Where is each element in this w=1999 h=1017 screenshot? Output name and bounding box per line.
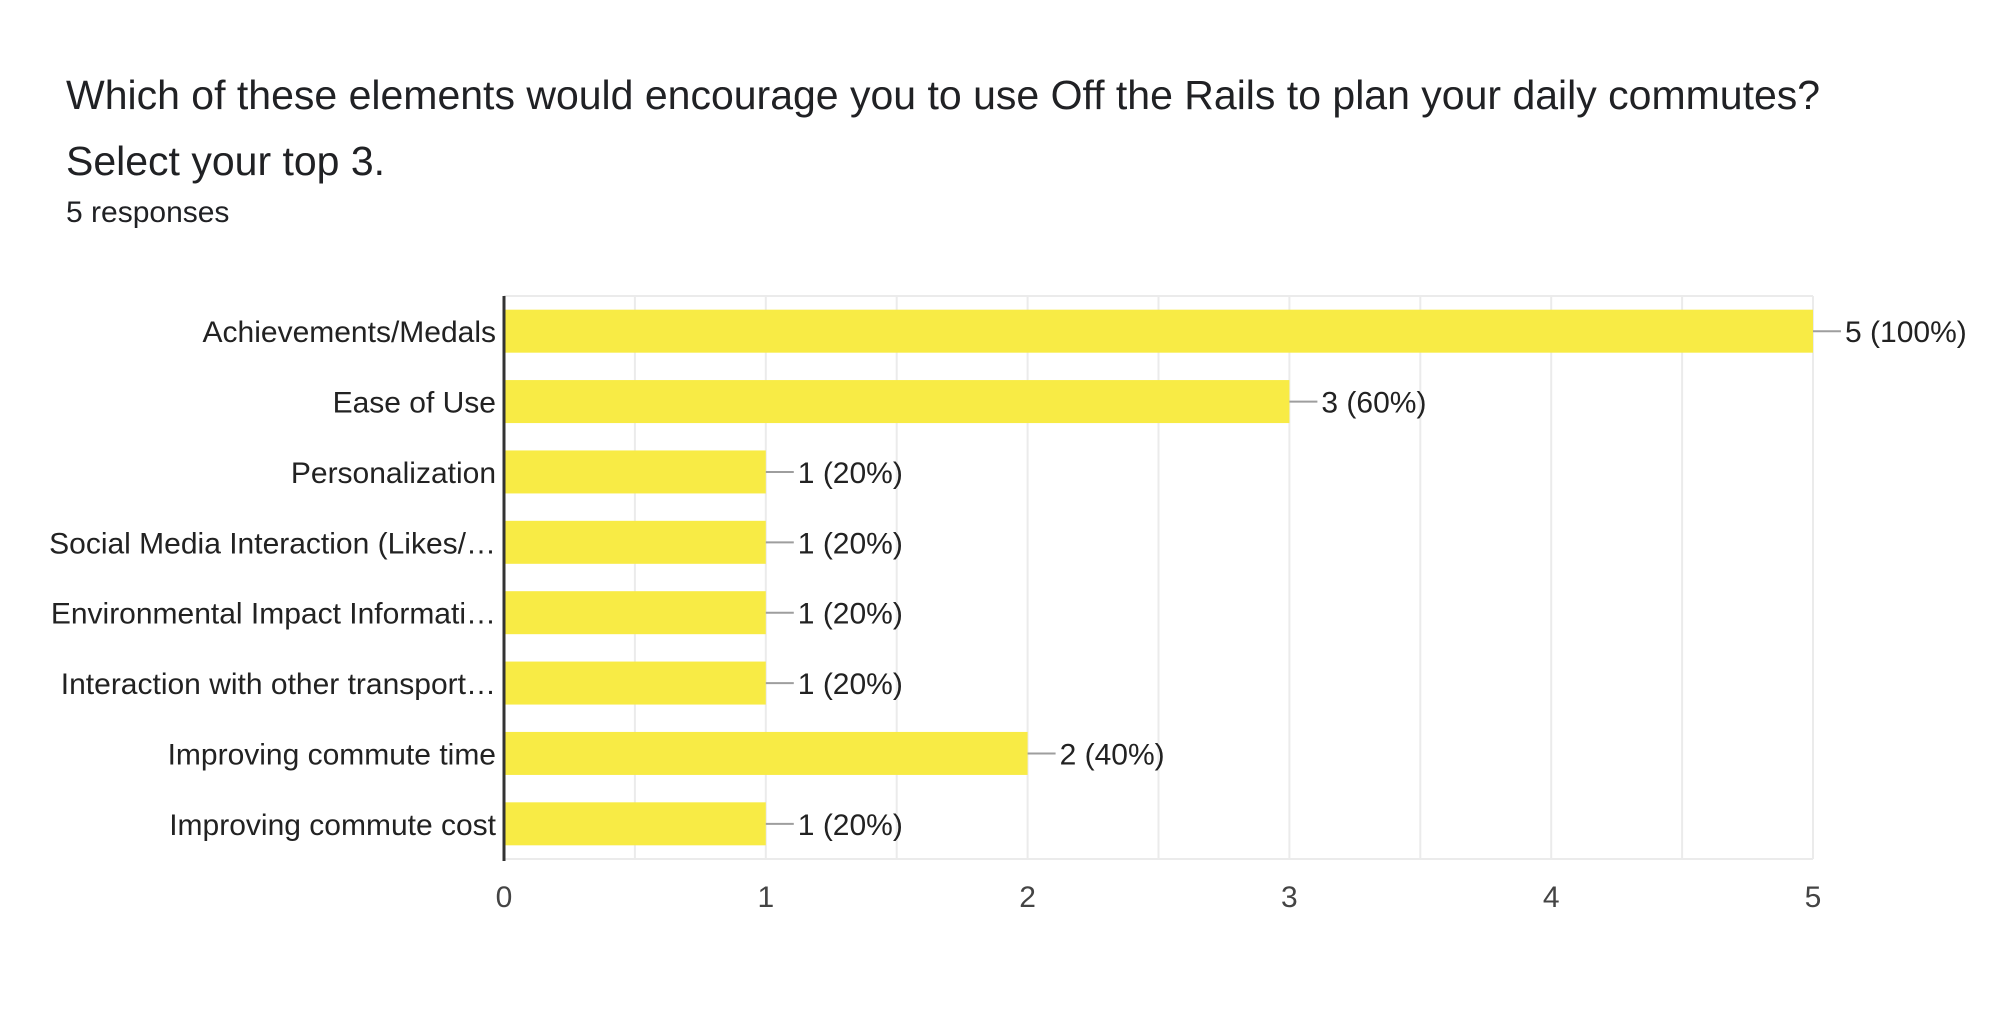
value-label: 1 (20%) [798,809,903,842]
category-label: Improving commute cost [169,809,496,842]
x-tick-label: 3 [1281,881,1298,914]
category-label: Achievements/Medals [203,316,496,349]
bar [504,802,766,846]
category-label: Environmental Impact Informati… [51,598,496,631]
category-label: Interaction with other transport… [61,668,496,701]
bar [504,591,766,635]
x-tick-label: 2 [1019,881,1036,914]
value-label: 3 (60%) [1321,387,1426,420]
value-label: 1 (20%) [798,457,903,490]
label-layer: Achievements/Medals 5 (100%) Ease of Use 3 … [49,316,1967,842]
x-tick-label: 0 [496,881,513,914]
category-label: Personalization [291,457,496,490]
x-tick-label: 5 [1805,881,1822,914]
bar [504,731,1028,775]
axis-layer: 0 1 2 3 4 5 [496,296,1822,914]
value-label: 1 (20%) [798,598,903,631]
value-label: 2 (40%) [1060,738,1165,771]
category-label: Ease of Use [333,387,496,420]
x-tick-label: 1 [757,881,774,914]
bar-layer [504,309,1813,846]
value-label: 1 (20%) [798,527,903,560]
bar [504,661,766,705]
question-line-2: Select your top 3. [66,138,386,184]
category-label: Improving commute time [168,738,496,771]
question-title: Which of these elements would encourage … [66,62,1966,194]
bar [504,309,1813,353]
x-tick-label: 4 [1543,881,1560,914]
bar [504,380,1290,424]
response-count: 5 responses [66,196,230,229]
value-label: 1 (20%) [798,668,903,701]
category-label: Social Media Interaction (Likes/… [49,527,496,560]
value-label: 5 (100%) [1845,316,1967,349]
bar [504,450,766,494]
question-line-1: Which of these elements would encourage … [66,72,1821,118]
bar [504,520,766,564]
